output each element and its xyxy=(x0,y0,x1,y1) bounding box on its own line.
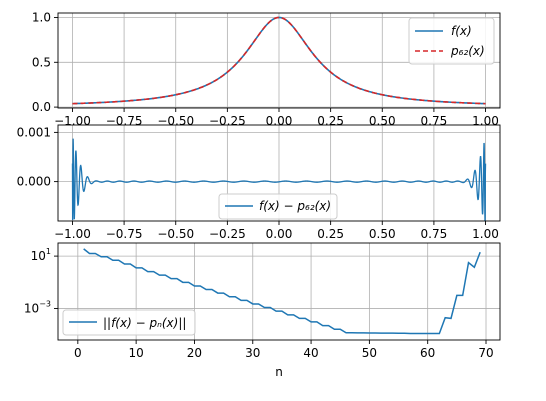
x-tick-label: 60 xyxy=(420,346,435,360)
panel-1-ticks: −1.00 −0.75 −0.50 −0.25 0.00 0.25 0.50 0.75 1.00… xyxy=(32,10,499,128)
panel-3: 0 10 20 30 40 50 60 70 101 10−3 n ||f(x) − pₙ(x)|… xyxy=(24,242,501,379)
x-axis-title-n: n xyxy=(275,365,283,379)
x-tick-label: 0.75 xyxy=(421,227,448,241)
x-tick-label: 40 xyxy=(303,346,318,360)
x-tick-label: −0.25 xyxy=(209,227,246,241)
series-norm-line xyxy=(83,248,481,335)
x-tick-label: −0.75 xyxy=(106,227,143,241)
x-tick-label: 10 xyxy=(128,346,143,360)
legend-label-error: f(x) − p₆₂(x) xyxy=(259,199,331,213)
panel-2: −1.00 −0.75 −0.50 −0.25 0.00 0.25 0.50 0.75 1.00… xyxy=(17,124,501,241)
x-tick-label: 50 xyxy=(362,346,377,360)
y-tick-label: 10−3 xyxy=(24,300,51,316)
y-tick-label: 101 xyxy=(31,247,51,263)
x-tick-label: 0.25 xyxy=(317,114,344,128)
y-tick-label: 0.001 xyxy=(17,125,51,139)
panel-1-legend-box xyxy=(408,17,495,65)
x-tick-label: 0.25 xyxy=(317,227,344,241)
x-tick-label: 20 xyxy=(187,346,202,360)
x-tick-label: 0 xyxy=(74,346,82,360)
x-tick-label: 0.00 xyxy=(266,114,293,128)
legend-label-p62-x: p₆₂(x) xyxy=(450,44,485,58)
x-tick-label: −0.25 xyxy=(209,114,246,128)
panel-3-legend: ||f(x) − pₙ(x)|| xyxy=(62,309,196,336)
x-tick-label: 30 xyxy=(245,346,260,360)
panel-2-legend: f(x) − p₆₂(x) xyxy=(218,193,338,220)
x-tick-label: 0.00 xyxy=(266,227,293,241)
y-tick-label: 0.5 xyxy=(32,55,51,69)
panel-3-frame xyxy=(57,242,501,341)
panel-3-legend-box xyxy=(62,309,196,336)
y-tick-label: 1.0 xyxy=(32,10,51,24)
legend-label-f-x: f(x) xyxy=(451,24,472,38)
x-tick-label: −1.00 xyxy=(54,227,91,241)
panel-1: −1.00 −0.75 −0.50 −0.25 0.00 0.25 0.50 0.75 1.00… xyxy=(32,10,501,128)
x-tick-label: 0.75 xyxy=(421,114,448,128)
y-tick-label: 0.000 xyxy=(17,175,51,189)
x-tick-label: −1.00 xyxy=(54,114,91,128)
x-tick-label: 1.00 xyxy=(472,114,499,128)
panel-2-legend-box xyxy=(218,193,338,220)
legend-label-norm: ||f(x) − pₙ(x)|| xyxy=(103,316,186,330)
x-tick-label: 0.50 xyxy=(369,114,396,128)
panel-2-ticks: −1.00 −0.75 −0.50 −0.25 0.00 0.25 0.50 0.75 1.00… xyxy=(17,125,499,241)
x-tick-label: 1.00 xyxy=(472,227,499,241)
panel-1-legend: f(x) p₆₂(x) xyxy=(408,17,495,65)
x-tick-label: −0.75 xyxy=(106,114,143,128)
panel-3-grid xyxy=(58,243,500,340)
y-tick-label: 0.0 xyxy=(32,100,51,114)
series-error-line xyxy=(71,138,487,221)
x-tick-label: −0.50 xyxy=(157,227,194,241)
series-p62-x-line xyxy=(72,16,486,105)
x-tick-label: 0.50 xyxy=(369,227,396,241)
x-tick-label: 70 xyxy=(478,346,493,360)
x-tick-label: −0.50 xyxy=(157,114,194,128)
